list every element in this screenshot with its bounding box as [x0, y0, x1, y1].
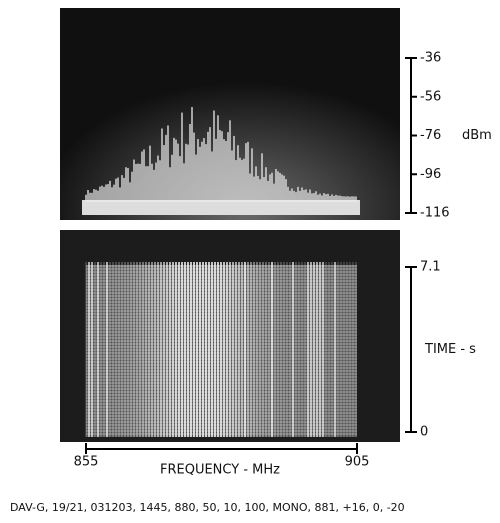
y-axis-label: TIME - s	[424, 342, 476, 357]
x-axis	[85, 443, 358, 450]
x-tick-label: 855	[74, 455, 99, 470]
y-tick-label: 0	[420, 425, 428, 440]
x-axis-label: FREQUENCY - MHz	[160, 463, 280, 478]
traces	[82, 107, 360, 437]
y-axis-label: dBm	[462, 128, 492, 143]
y-axis	[405, 266, 412, 433]
y-tick-label: -56	[420, 89, 441, 104]
y-axis	[405, 57, 412, 214]
noise-floor	[82, 200, 360, 215]
y-tick-label: 7.1	[420, 260, 441, 275]
y-tick-label: -116	[420, 206, 450, 221]
y-tick-label: -96	[420, 167, 441, 182]
y-tick-label: -76	[420, 128, 441, 143]
caption: DAV-G, 19/21, 031203, 1445, 880, 50, 10,…	[10, 501, 405, 514]
y-tick-label: -36	[420, 51, 441, 66]
x-tick-label: 905	[345, 455, 370, 470]
